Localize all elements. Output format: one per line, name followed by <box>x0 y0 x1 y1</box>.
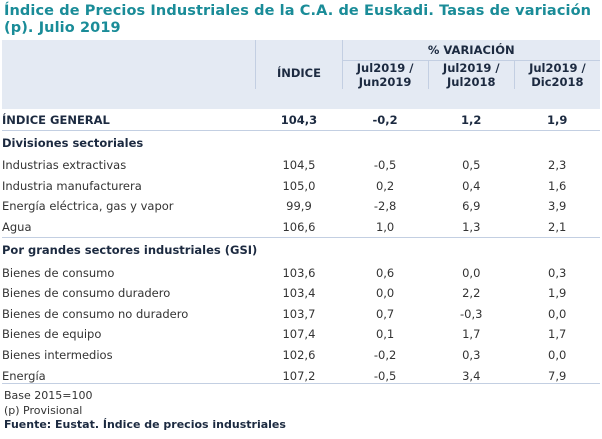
header-col-1: Jul2019 / Jun2019 <box>341 60 429 89</box>
row-label: Bienes intermedios <box>2 348 113 363</box>
section-heading: Por grandes sectores industriales (GSI) <box>2 237 600 263</box>
general-label: ÍNDICE GENERAL <box>2 109 256 131</box>
table-row: Bienes de equipo 107,4 0,1 1,7 1,7 <box>2 324 600 345</box>
data-table: % VARIACIÓN ÍNDICE Jul2019 / Jun2019 Jul… <box>2 40 600 386</box>
row-v1: 0,7 <box>375 306 395 321</box>
general-v3: 1,9 <box>514 109 600 131</box>
table-row: Bienes intermedios 102,6 -0,2 0,3 0,0 <box>2 345 600 366</box>
row-indice: 102,6 <box>282 348 316 363</box>
row-indice: 107,2 <box>282 368 316 383</box>
header-spacer <box>2 89 600 109</box>
row-v1: -2,8 <box>373 199 397 214</box>
row-indice: 104,5 <box>282 158 316 173</box>
header-row-top: % VARIACIÓN <box>2 40 600 61</box>
header-row-bottom: ÍNDICE Jul2019 / Jun2019 Jul2019 / Jul20… <box>2 60 600 89</box>
header-blank-2 <box>2 60 256 89</box>
row-v2: 1,3 <box>462 220 481 235</box>
row-v3: 1,9 <box>548 286 567 301</box>
row-v3: 1,7 <box>548 327 567 342</box>
table-row: Bienes de consumo no duradero 103,7 0,7 … <box>2 304 600 325</box>
row-label: Bienes de consumo duradero <box>2 286 171 301</box>
row-label: Bienes de equipo <box>2 327 102 342</box>
header-col-2: Jul2019 / Jul2018 <box>427 60 515 89</box>
row-label: Bienes de consumo no duradero <box>2 306 189 321</box>
header-col-3-line1: Jul2019 / <box>529 61 586 75</box>
row-v3: 2,1 <box>548 220 567 235</box>
row-v2: 2,2 <box>462 286 481 301</box>
row-v3: 2,3 <box>548 158 567 173</box>
row-v3: 0,0 <box>548 348 567 363</box>
row-v2: -0,3 <box>460 306 483 321</box>
row-v3: 7,9 <box>548 368 567 383</box>
row-v1: -0,5 <box>373 158 397 173</box>
row-v1: 0,1 <box>375 327 395 342</box>
header-indice: ÍNDICE <box>255 60 343 89</box>
row-label: Energía eléctrica, gas y vapor <box>2 199 174 214</box>
note-provisional: (p) Provisional <box>4 403 83 417</box>
row-v3: 3,9 <box>548 199 567 214</box>
general-row: ÍNDICE GENERAL 104,3 -0,2 1,2 1,9 <box>2 109 600 131</box>
row-label: Agua <box>2 220 32 235</box>
row-v3: 0,3 <box>548 265 567 280</box>
row-v1: 1,0 <box>375 220 395 235</box>
header-col-3: Jul2019 / Dic2018 <box>513 60 600 89</box>
table-row: Industrias extractivas 104,5 -0,5 0,5 2,… <box>2 155 600 176</box>
general-v2: 1,2 <box>428 109 515 131</box>
row-label: Energía <box>2 368 46 383</box>
row-indice: 103,4 <box>282 286 316 301</box>
row-v2: 3,4 <box>462 368 481 383</box>
header-col-2-line1: Jul2019 / <box>442 61 500 75</box>
note-base: Base 2015=100 <box>4 389 93 402</box>
row-indice: 99,9 <box>286 199 312 214</box>
row-indice: 107,4 <box>282 327 316 342</box>
row-v2: 6,9 <box>462 199 481 214</box>
table-row: Industria manufacturera 105,0 0,2 0,4 1,… <box>2 176 600 197</box>
section-label: Por grandes sectores industriales (GSI) <box>2 237 600 263</box>
row-label: Bienes de consumo <box>2 265 115 280</box>
row-v2: 0,3 <box>462 348 481 363</box>
header-col-1-line2: Jun2019 <box>358 75 412 89</box>
row-label: Industria manufacturera <box>2 178 142 193</box>
table-row: Agua 106,6 1,0 1,3 2,1 <box>2 217 600 238</box>
notes: Base 2015=100 (p) Provisional Fuente: Eu… <box>4 389 286 433</box>
row-v1: -0,2 <box>373 348 397 363</box>
header-col-2-line2: Jul2018 <box>447 75 496 89</box>
row-v2: 0,4 <box>462 178 481 193</box>
row-v3: 0,0 <box>548 306 567 321</box>
table-row: Bienes de consumo duradero 103,4 0,0 2,2… <box>2 283 600 304</box>
general-indice: 104,3 <box>255 109 343 131</box>
general-v1: -0,2 <box>342 109 429 131</box>
note-source: Fuente: Eustat. Índice de precios indust… <box>4 418 286 431</box>
row-v1: 0,6 <box>375 265 395 280</box>
row-indice: 103,6 <box>282 265 316 280</box>
section-heading: Divisiones sectoriales <box>2 131 600 156</box>
header-col-3-line2: Dic2018 <box>531 75 584 89</box>
row-v2: 0,0 <box>462 265 481 280</box>
header-variacion: % VARIACIÓN <box>341 40 600 61</box>
row-label: Industrias extractivas <box>2 158 127 173</box>
table-row: Bienes de consumo 103,6 0,6 0,0 0,3 <box>2 262 600 283</box>
row-indice: 106,6 <box>282 220 316 235</box>
header-blank-indice <box>255 40 343 61</box>
table-bottom-rule <box>2 383 600 384</box>
row-v1: 0,2 <box>375 178 395 193</box>
section-label: Divisiones sectoriales <box>2 136 144 150</box>
row-indice: 105,0 <box>282 178 316 193</box>
row-v1: -0,5 <box>373 368 397 383</box>
header-blank <box>2 40 256 61</box>
row-v2: 0,5 <box>462 158 481 173</box>
row-v3: 1,6 <box>548 178 567 193</box>
table-row: Energía eléctrica, gas y vapor 99,9 -2,8… <box>2 196 600 217</box>
row-indice: 103,7 <box>282 306 316 321</box>
row-v1: 0,0 <box>375 286 395 301</box>
header-col-1-line1: Jul2019 / <box>356 61 414 75</box>
table-row: Energía 107,2 -0,5 3,4 7,9 <box>2 365 600 386</box>
page-title: Índice de Precios Industriales de la C.A… <box>4 3 592 36</box>
row-v2: 1,7 <box>462 327 481 342</box>
